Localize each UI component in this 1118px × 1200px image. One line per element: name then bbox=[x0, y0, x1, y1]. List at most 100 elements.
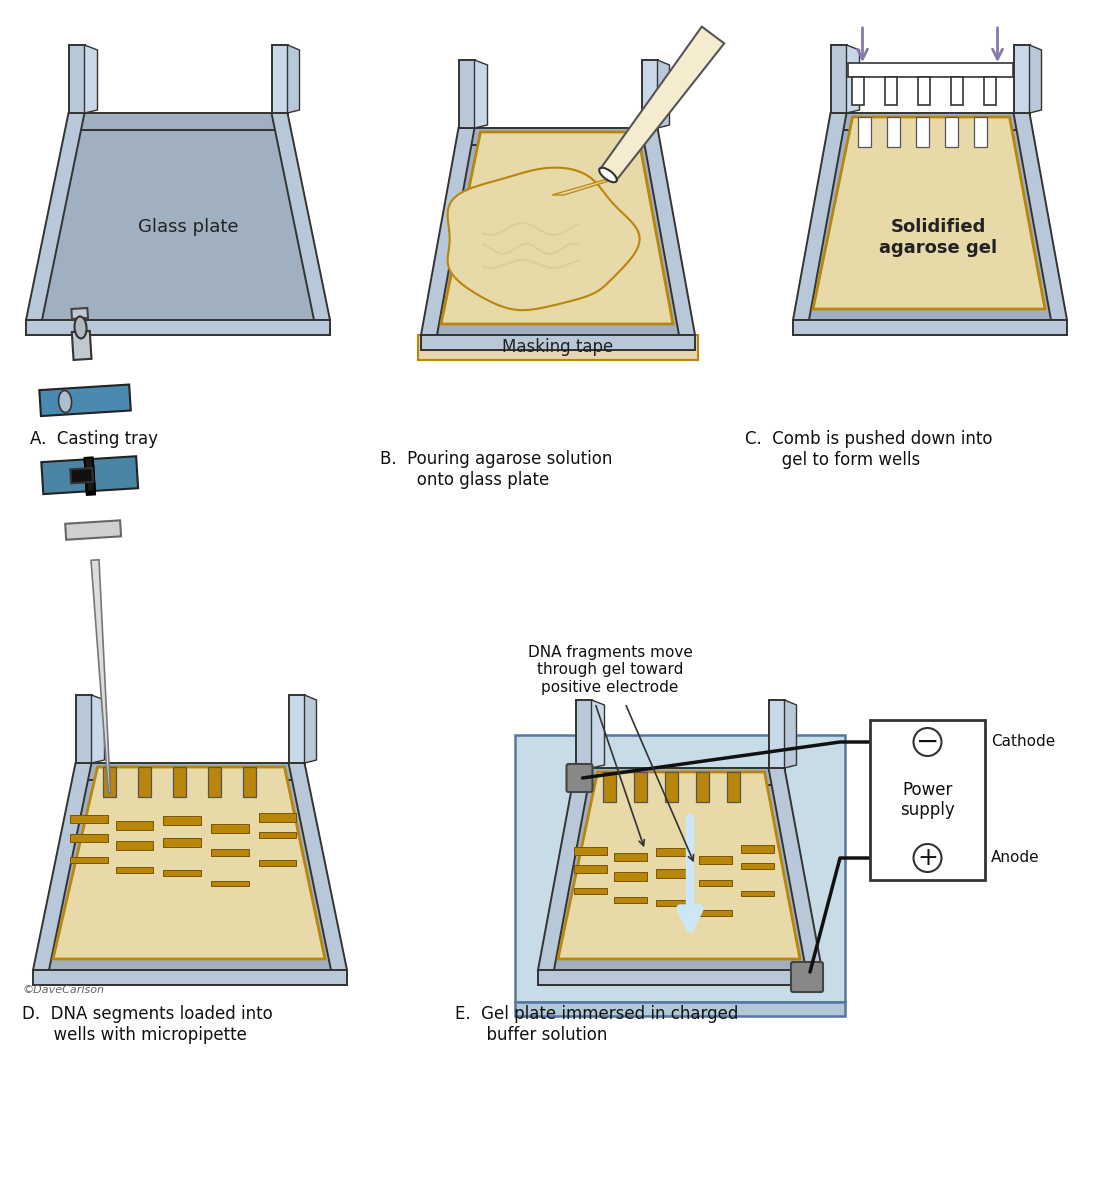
FancyBboxPatch shape bbox=[567, 764, 593, 792]
Bar bbox=[614, 872, 647, 881]
Bar bbox=[259, 860, 296, 865]
Polygon shape bbox=[34, 780, 347, 985]
Bar bbox=[574, 865, 607, 874]
Text: B.  Pouring agarose solution
       onto glass plate: B. Pouring agarose solution onto glass p… bbox=[380, 450, 613, 488]
Polygon shape bbox=[887, 116, 900, 146]
Polygon shape bbox=[785, 700, 796, 768]
Text: D.  DNA segments loaded into
      wells with micropipette: D. DNA segments loaded into wells with m… bbox=[22, 1006, 273, 1044]
Bar bbox=[574, 846, 607, 854]
Ellipse shape bbox=[58, 390, 72, 413]
Polygon shape bbox=[287, 44, 300, 113]
Text: C.  Comb is pushed down into
       gel to form wells: C. Comb is pushed down into gel to form … bbox=[745, 430, 993, 469]
Polygon shape bbox=[440, 128, 675, 323]
Bar bbox=[70, 815, 107, 823]
Bar bbox=[656, 848, 690, 857]
Polygon shape bbox=[46, 113, 310, 308]
Polygon shape bbox=[634, 772, 646, 802]
Polygon shape bbox=[418, 335, 698, 360]
Polygon shape bbox=[85, 44, 97, 113]
Polygon shape bbox=[974, 116, 986, 146]
Polygon shape bbox=[76, 695, 92, 763]
Polygon shape bbox=[68, 44, 85, 113]
Polygon shape bbox=[72, 331, 92, 360]
Polygon shape bbox=[85, 461, 95, 494]
Polygon shape bbox=[421, 128, 474, 335]
Polygon shape bbox=[576, 700, 591, 768]
Polygon shape bbox=[53, 763, 326, 958]
Polygon shape bbox=[288, 695, 304, 763]
Bar bbox=[870, 720, 985, 880]
Bar bbox=[163, 816, 200, 824]
Polygon shape bbox=[768, 768, 822, 970]
Polygon shape bbox=[68, 113, 287, 130]
Bar bbox=[115, 841, 153, 850]
Polygon shape bbox=[41, 456, 139, 494]
Polygon shape bbox=[1014, 44, 1030, 113]
Text: Cathode: Cathode bbox=[991, 734, 1055, 750]
Polygon shape bbox=[1030, 44, 1042, 113]
Polygon shape bbox=[26, 113, 85, 320]
Polygon shape bbox=[91, 559, 111, 793]
Polygon shape bbox=[515, 1002, 845, 1016]
Text: DNA fragments move
through gel toward
positive electrode: DNA fragments move through gel toward po… bbox=[528, 646, 692, 695]
Polygon shape bbox=[552, 180, 612, 194]
Polygon shape bbox=[34, 763, 92, 970]
Bar bbox=[259, 814, 296, 822]
Polygon shape bbox=[846, 44, 860, 113]
Ellipse shape bbox=[599, 168, 617, 182]
Polygon shape bbox=[831, 44, 846, 113]
Polygon shape bbox=[421, 335, 695, 350]
Text: Anode: Anode bbox=[991, 851, 1040, 865]
Polygon shape bbox=[576, 768, 785, 785]
Polygon shape bbox=[53, 767, 325, 959]
Bar bbox=[918, 77, 929, 104]
Bar bbox=[741, 845, 775, 853]
Polygon shape bbox=[538, 970, 822, 985]
Text: Solidified
agarose gel: Solidified agarose gel bbox=[879, 218, 997, 257]
Polygon shape bbox=[272, 113, 330, 320]
Text: Power
supply: Power supply bbox=[900, 781, 955, 820]
Polygon shape bbox=[458, 128, 657, 145]
Polygon shape bbox=[92, 695, 104, 763]
Polygon shape bbox=[288, 763, 347, 970]
Bar bbox=[656, 900, 690, 906]
Polygon shape bbox=[793, 320, 1067, 335]
Bar bbox=[741, 890, 775, 896]
Bar bbox=[115, 821, 153, 829]
Text: Masking tape: Masking tape bbox=[502, 338, 614, 356]
Bar bbox=[259, 832, 296, 839]
Circle shape bbox=[913, 844, 941, 872]
Polygon shape bbox=[304, 695, 316, 763]
Bar bbox=[163, 870, 200, 876]
Polygon shape bbox=[65, 521, 121, 540]
Polygon shape bbox=[664, 772, 678, 802]
Polygon shape bbox=[538, 768, 591, 970]
Bar bbox=[984, 77, 995, 104]
Bar bbox=[699, 911, 732, 916]
Polygon shape bbox=[272, 44, 287, 113]
Bar bbox=[847, 62, 1013, 77]
Polygon shape bbox=[243, 767, 256, 797]
Bar bbox=[656, 869, 690, 877]
Polygon shape bbox=[642, 60, 657, 128]
Polygon shape bbox=[793, 113, 846, 320]
Polygon shape bbox=[447, 168, 639, 310]
Polygon shape bbox=[421, 145, 695, 350]
Polygon shape bbox=[768, 700, 785, 768]
Polygon shape bbox=[440, 132, 673, 324]
Bar bbox=[699, 856, 732, 864]
Ellipse shape bbox=[75, 317, 86, 338]
Bar bbox=[741, 863, 775, 869]
Polygon shape bbox=[72, 308, 88, 319]
Polygon shape bbox=[793, 130, 1067, 335]
Bar bbox=[70, 834, 107, 842]
Bar bbox=[614, 853, 647, 862]
Text: ©DaveCarlson: ©DaveCarlson bbox=[22, 985, 104, 995]
Polygon shape bbox=[600, 26, 724, 181]
Polygon shape bbox=[138, 767, 151, 797]
Bar bbox=[211, 850, 248, 856]
Polygon shape bbox=[657, 60, 670, 128]
Polygon shape bbox=[458, 60, 474, 128]
Circle shape bbox=[913, 728, 941, 756]
Polygon shape bbox=[813, 116, 1045, 308]
